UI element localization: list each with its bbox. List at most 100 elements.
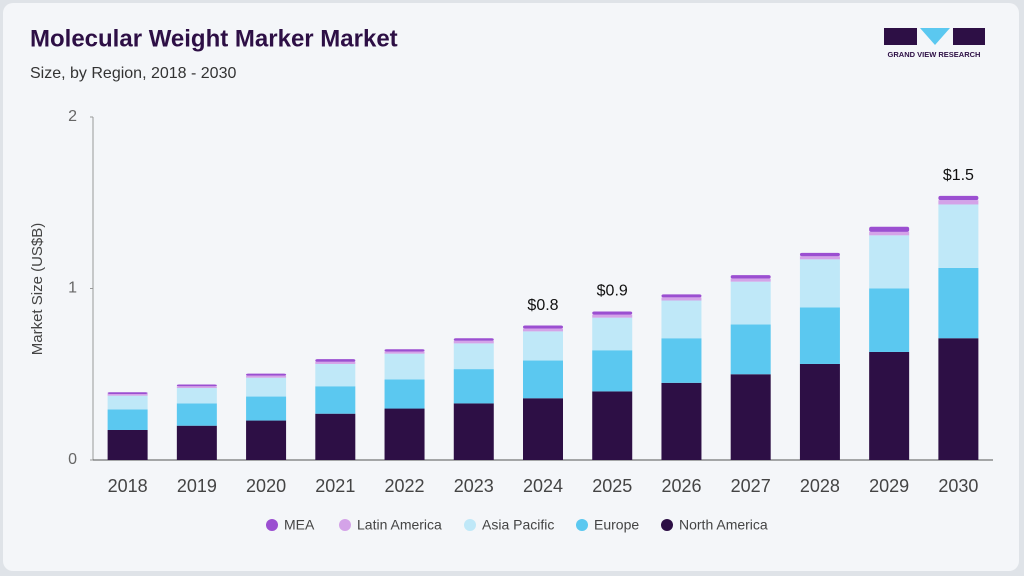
bar-segment <box>799 252 840 257</box>
logo: GRAND VIEW RESEARCH <box>884 28 985 59</box>
bar-segment <box>246 396 287 421</box>
bar-segment <box>384 351 425 354</box>
total-label: $0.9 <box>597 283 628 300</box>
x-tick-label: 2025 <box>592 476 632 496</box>
y-tick-label: 2 <box>68 108 77 125</box>
bar-segment <box>523 360 563 399</box>
bar-segment <box>730 275 771 279</box>
bar-segment <box>869 288 910 352</box>
total-label: $1.5 <box>943 167 974 184</box>
bar-segment <box>869 231 910 236</box>
x-tick-label: 2024 <box>523 476 563 496</box>
y-tick-label: 0 <box>68 451 77 468</box>
legend-swatch <box>464 519 476 531</box>
bar-segment <box>799 256 840 260</box>
bar-segment <box>661 338 702 383</box>
bar-segment <box>938 338 979 460</box>
x-tick-label: 2028 <box>800 476 840 496</box>
bar-segment <box>730 278 771 282</box>
bar-segment <box>384 408 425 460</box>
bar-segment <box>176 425 217 460</box>
bar-segment <box>453 369 494 404</box>
bar-segment <box>730 281 771 325</box>
bar-segment <box>176 403 217 426</box>
bar-segment <box>246 420 287 460</box>
bar-segment <box>176 386 217 388</box>
bar-segment <box>453 340 494 344</box>
bar-segment <box>869 226 910 232</box>
bar-segment <box>246 375 287 378</box>
x-tick-label: 2023 <box>454 476 494 496</box>
bar-segment <box>453 403 494 460</box>
x-tick-label: 2029 <box>869 476 909 496</box>
logo-block <box>884 28 917 45</box>
legend-label: Latin America <box>357 517 442 533</box>
bar-segment <box>523 325 563 329</box>
x-tick-label: 2030 <box>938 476 978 496</box>
bar-segment <box>107 409 148 430</box>
bar-segment <box>453 343 494 370</box>
bar-segment <box>453 338 494 341</box>
x-tick-label: 2021 <box>315 476 355 496</box>
bar-segment <box>384 353 425 380</box>
legend-label: Europe <box>594 517 639 533</box>
bar-segment <box>661 300 702 339</box>
x-tick-label: 2027 <box>731 476 771 496</box>
bar-segment <box>661 297 702 301</box>
bar-segment <box>384 379 425 409</box>
legend-swatch <box>266 519 278 531</box>
bar-segment <box>661 294 702 298</box>
bar-segment <box>938 204 979 268</box>
x-tick-label: 2026 <box>661 476 701 496</box>
bar-segment <box>938 200 979 205</box>
bar-segment <box>730 324 771 375</box>
bar-segment <box>315 413 356 460</box>
bar-segment <box>107 395 148 410</box>
bar-segment <box>176 387 217 404</box>
bar-segment <box>869 235 910 289</box>
panel <box>3 3 1019 571</box>
logo-text: GRAND VIEW RESEARCH <box>888 50 981 59</box>
logo-block <box>920 28 950 45</box>
bar-segment <box>799 259 840 308</box>
chart-subtitle: Size, by Region, 2018 - 2030 <box>30 65 236 82</box>
bar-segment <box>592 314 633 318</box>
legend-label: Asia Pacific <box>482 517 554 533</box>
bar-segment <box>869 351 910 460</box>
x-tick-label: 2018 <box>108 476 148 496</box>
legend-swatch <box>339 519 351 531</box>
bar-segment <box>799 307 840 364</box>
y-axis-label: Market Size (US$B) <box>29 223 46 356</box>
bar-segment <box>107 393 148 396</box>
legend-swatch <box>661 519 673 531</box>
legend-label: North America <box>679 517 768 533</box>
bar-segment <box>315 359 356 362</box>
logo-block <box>953 28 985 45</box>
total-label: $0.8 <box>527 297 558 314</box>
bar-segment <box>315 386 356 414</box>
chart-title: Molecular Weight Marker Market <box>30 25 398 52</box>
bar-segment <box>661 382 702 460</box>
bar-segment <box>107 392 148 394</box>
legend-swatch <box>576 519 588 531</box>
bar-segment <box>523 328 563 332</box>
bar-segment <box>592 350 633 392</box>
bar-segment <box>799 363 840 460</box>
bar-segment <box>730 374 771 460</box>
x-tick-label: 2022 <box>385 476 425 496</box>
bar-segment <box>384 349 425 352</box>
bar-segment <box>523 331 563 361</box>
bar-segment <box>246 373 287 376</box>
bar-segment <box>107 429 148 460</box>
bar-segment <box>523 398 563 460</box>
x-tick-label: 2019 <box>177 476 217 496</box>
bar-segment <box>246 377 287 397</box>
bar-segment <box>938 195 979 201</box>
bar-segment <box>592 391 633 460</box>
bar-segment <box>938 267 979 339</box>
bar-segment <box>315 363 356 387</box>
bar-segment <box>176 384 217 387</box>
bar-segment <box>592 317 633 351</box>
